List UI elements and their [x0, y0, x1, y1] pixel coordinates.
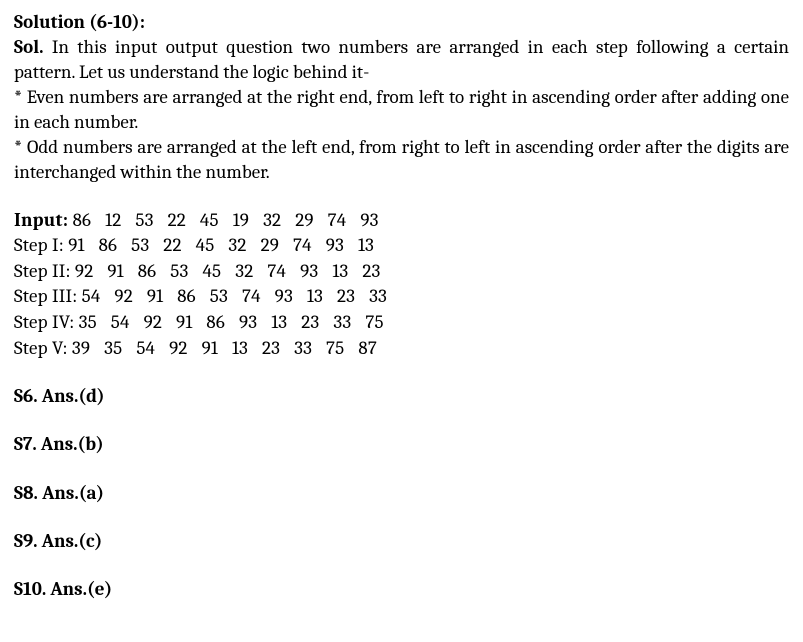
spacer: [14, 186, 789, 208]
solution-heading: Solution (6-10):: [14, 10, 789, 35]
step-num: 33: [369, 285, 387, 307]
step-num: 86: [206, 311, 225, 333]
step-num: 23: [337, 285, 355, 307]
answer-9: S9. Ans.(c): [14, 529, 789, 554]
step-num: 93: [275, 285, 293, 307]
step-num: 86: [138, 260, 157, 282]
step-num: 53: [210, 285, 228, 307]
step-num: 91: [68, 234, 84, 256]
step-num: 74: [293, 234, 312, 256]
step-num: 13: [332, 260, 348, 282]
step-2-line: Step II: 92 91 86 53 45 32 74 93 13 23: [14, 259, 789, 285]
input-num: 12: [105, 209, 121, 231]
step-num: 23: [301, 311, 319, 333]
step-num: 45: [196, 234, 215, 256]
step-num: 33: [333, 311, 351, 333]
step-num: 23: [262, 337, 280, 359]
step-num: 54: [136, 337, 155, 359]
step-num: 54: [111, 311, 130, 333]
answer-7: S7. Ans.(b): [14, 432, 789, 457]
step-3-line: Step III: 54 92 91 86 53 74 93 13 23 33: [14, 284, 789, 310]
input-num: 29: [295, 209, 313, 231]
step-label: Step I:: [14, 234, 64, 256]
step-num: 33: [294, 337, 312, 359]
step-num: 91: [107, 260, 123, 282]
intro-text: In this input output question two number…: [14, 36, 789, 83]
step-num: 23: [362, 260, 380, 282]
step-num: 93: [326, 234, 344, 256]
step-label: Step III:: [14, 285, 77, 307]
input-num: 53: [135, 209, 153, 231]
intro-paragraph: Sol. In this input output question two n…: [14, 35, 789, 85]
step-num: 75: [365, 311, 383, 333]
step-num: 32: [235, 260, 253, 282]
step-num: 74: [242, 285, 261, 307]
step-label: Step II:: [14, 260, 71, 282]
step-num: 93: [300, 260, 318, 282]
step-num: 13: [271, 311, 287, 333]
rule-2: * Odd numbers are arranged at the left e…: [14, 135, 789, 185]
step-label: Step IV:: [14, 311, 74, 333]
step-4-line: Step IV: 35 54 92 91 86 93 13 23 33 75: [14, 310, 789, 336]
input-num: 22: [168, 209, 186, 231]
step-num: 86: [177, 285, 196, 307]
step-num: 45: [202, 260, 221, 282]
answer-8: S8. Ans.(a): [14, 481, 789, 506]
step-num: 53: [131, 234, 149, 256]
step-num: 39: [72, 337, 90, 359]
input-num: 74: [328, 209, 347, 231]
rule-1: * Even numbers are arranged at the right…: [14, 85, 789, 135]
step-num: 35: [79, 311, 97, 333]
input-line: Input: 86 12 53 22 45 19 32 29 74 93: [14, 208, 789, 234]
input-num: 19: [233, 209, 249, 231]
step-num: 91: [202, 337, 218, 359]
step-num: 74: [267, 260, 286, 282]
input-num: 32: [263, 209, 281, 231]
step-num: 54: [82, 285, 101, 307]
step-num: 35: [104, 337, 122, 359]
step-num: 93: [239, 311, 257, 333]
step-num: 86: [99, 234, 118, 256]
step-num: 92: [144, 311, 162, 333]
step-1-line: Step I: 91 86 53 22 45 32 29 74 93 13: [14, 233, 789, 259]
input-num: 45: [200, 209, 219, 231]
input-num: 93: [360, 209, 378, 231]
answer-6: S6. Ans.(d): [14, 384, 789, 409]
step-num: 92: [75, 260, 93, 282]
input-label: Input:: [14, 209, 68, 231]
step-num: 13: [307, 285, 323, 307]
step-num: 32: [228, 234, 246, 256]
step-num: 87: [358, 337, 377, 359]
step-num: 53: [170, 260, 188, 282]
document-page: Solution (6-10): Sol. In this input outp…: [0, 0, 803, 612]
step-5-line: Step V: 39 35 54 92 91 13 23 33 75 87: [14, 336, 789, 362]
step-label: Step V:: [14, 337, 68, 359]
step-num: 92: [114, 285, 132, 307]
input-num: 86: [73, 209, 92, 231]
step-num: 13: [232, 337, 248, 359]
step-num: 91: [147, 285, 163, 307]
step-num: 91: [176, 311, 192, 333]
answer-10: S10. Ans.(e): [14, 577, 789, 602]
step-num: 75: [326, 337, 344, 359]
step-num: 92: [169, 337, 187, 359]
step-num: 13: [358, 234, 374, 256]
step-num: 22: [163, 234, 181, 256]
sol-label: Sol.: [14, 36, 43, 58]
step-num: 29: [261, 234, 279, 256]
